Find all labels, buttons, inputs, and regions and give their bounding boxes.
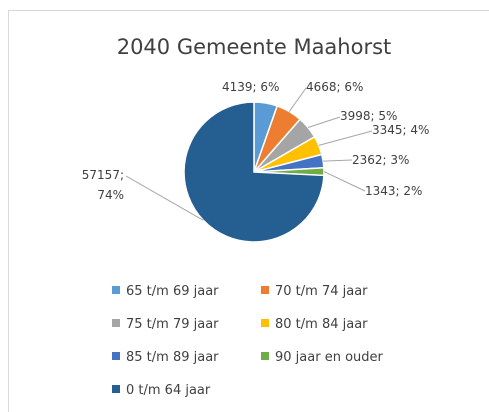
legend-label: 75 t/m 79 jaar <box>126 317 219 332</box>
legend-item: 0 t/m 64 jaar <box>112 383 210 398</box>
leader-line <box>323 159 353 162</box>
leader-line <box>323 171 366 192</box>
legend-item: 90 jaar en ouder <box>261 350 383 365</box>
data-label: 3998; 5% <box>340 109 398 123</box>
leader-line <box>125 175 204 221</box>
legend-swatch <box>261 286 269 294</box>
pie <box>125 87 373 243</box>
leader-line <box>307 116 341 128</box>
legend-item: 85 t/m 89 jaar <box>112 350 219 365</box>
legend-swatch <box>112 319 120 327</box>
legend-label: 85 t/m 89 jaar <box>126 350 219 365</box>
legend-swatch <box>112 286 120 294</box>
legend-item: 70 t/m 74 jaar <box>261 284 368 299</box>
pie-slice <box>183 101 325 243</box>
chart-title: 2040 Gemeente Maahorst <box>117 35 392 59</box>
leader-line <box>318 130 373 146</box>
legend-label: 80 t/m 84 jaar <box>275 317 368 332</box>
data-label: 1343; 2% <box>365 184 423 198</box>
data-label: 4139; 6% <box>222 80 280 94</box>
legend-item: 65 t/m 69 jaar <box>112 284 219 299</box>
data-label: 4668; 6% <box>306 80 364 94</box>
legend-label: 0 t/m 64 jaar <box>126 383 211 398</box>
data-label: 3345; 4% <box>372 123 430 137</box>
legend-swatch <box>261 352 269 360</box>
data-label: 2362; 3% <box>352 153 410 167</box>
legend-swatch <box>112 385 120 393</box>
legend-item: 80 t/m 84 jaar <box>261 317 368 332</box>
leader-line <box>288 87 307 112</box>
legend-label: 70 t/m 74 jaar <box>275 284 368 299</box>
legend-swatch <box>261 319 269 327</box>
legend-label: 90 jaar en ouder <box>275 350 383 365</box>
legend-swatch <box>112 352 120 360</box>
legend-label: 65 t/m 69 jaar <box>126 284 219 299</box>
legend-item: 75 t/m 79 jaar <box>112 317 219 332</box>
data-label: 57157; 74% <box>81 168 124 202</box>
